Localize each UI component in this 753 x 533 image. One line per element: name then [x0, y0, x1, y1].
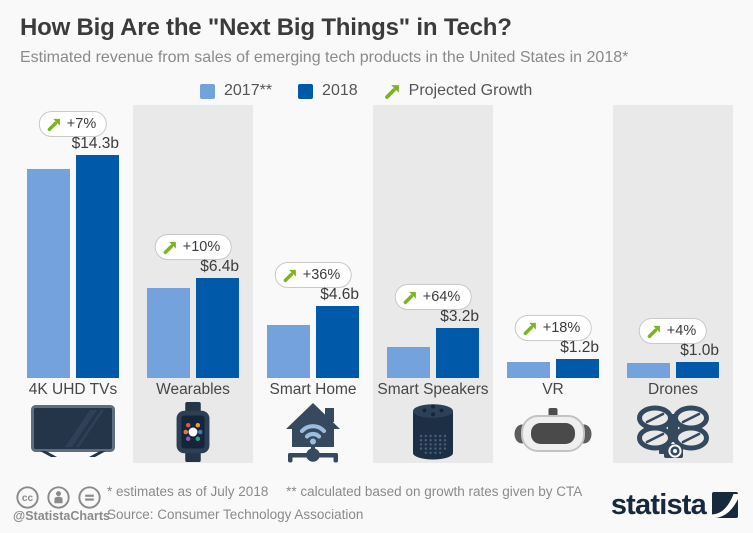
growth-value: +7%	[66, 116, 97, 132]
category-icon-wrap	[253, 402, 373, 463]
bar-2018	[556, 359, 599, 378]
license-icons: cc	[16, 486, 101, 509]
bar-2017	[507, 362, 550, 378]
chart-column-smart-home: +36% $4.6b Smart Home	[253, 105, 373, 463]
category-label: Smart Speakers	[377, 381, 489, 398]
growth-badge: +18%	[514, 315, 592, 341]
legend-label-2018: 2018	[322, 82, 358, 99]
bar-2017	[627, 363, 670, 378]
chart-column-vr: +18% $1.2b VR	[493, 105, 613, 463]
footnotes: * estimates as of July 2018 ** calculate…	[107, 484, 582, 499]
statista-logo: statista	[610, 489, 738, 521]
bar-2018	[196, 278, 239, 378]
statista-wordmark: statista	[610, 489, 707, 521]
smart-speaker-icon	[413, 404, 453, 460]
category-label: Wearables	[156, 381, 230, 398]
legend-swatch-2018	[298, 83, 314, 99]
bar-2018	[76, 155, 119, 378]
drone-icon	[637, 405, 709, 458]
legend: 2017** 2018 Projected Growth	[200, 82, 558, 100]
category-label: Smart Home	[269, 381, 357, 398]
legend-item-2018: 2018	[298, 82, 358, 100]
footnote-cta: ** calculated based on growth rates give…	[286, 484, 583, 499]
growth-value: +36%	[302, 267, 341, 283]
growth-arrow-icon	[283, 269, 296, 282]
smartwatch-icon	[176, 402, 210, 462]
growth-value: +64%	[422, 289, 461, 305]
value-label: $14.3b	[71, 135, 119, 152]
category-icon-wrap	[493, 402, 613, 462]
chart-column-drones: +4% $1.0b Drones	[613, 105, 733, 463]
growth-badge: +64%	[394, 284, 472, 310]
growth-arrow-icon	[163, 241, 176, 254]
bar-2017	[387, 347, 430, 378]
value-label: $3.2b	[440, 308, 479, 325]
legend-swatch-2017	[200, 83, 215, 99]
legend-label-2017: 2017**	[224, 82, 273, 99]
value-label: $6.4b	[200, 258, 239, 275]
no-derivatives-icon	[78, 486, 101, 509]
category-icon-wrap	[133, 402, 253, 462]
page-title: How Big Are the "Next Big Things" in Tec…	[20, 14, 512, 41]
category-label: 4K UHD TVs	[28, 381, 118, 398]
growth-value: +18%	[542, 320, 581, 336]
growth-badge: +7%	[38, 111, 108, 137]
growth-badge: +10%	[154, 234, 232, 260]
bar-chart: +7% $14.3b 4K UHD TVs +10% $6.4b	[13, 105, 733, 463]
bar-2017	[267, 325, 310, 378]
category-icon-wrap	[613, 402, 733, 462]
growth-arrow-icon	[523, 322, 536, 335]
statista-logo-mark-icon	[712, 492, 738, 518]
category-icon-wrap	[13, 402, 133, 462]
value-label: $1.0b	[680, 342, 719, 359]
growth-badge: +4%	[638, 318, 708, 344]
bar-2018	[316, 306, 359, 378]
category-label: VR	[542, 381, 564, 398]
bar-2018	[436, 328, 479, 378]
growth-value: +10%	[182, 239, 221, 255]
cc-icon: cc	[16, 486, 39, 509]
legend-label-growth: Projected Growth	[408, 82, 533, 99]
source-line: Source: Consumer Technology Association	[107, 507, 364, 522]
bar-2018	[676, 362, 719, 378]
bar-2017	[27, 169, 70, 378]
page-subtitle: Estimated revenue from sales of emerging…	[20, 49, 629, 66]
chart-column-smart-speakers: +64% $3.2b Smart Speakers	[373, 105, 493, 463]
growth-arrow-icon	[647, 325, 660, 338]
growth-arrow-icon	[47, 118, 60, 131]
category-label: Drones	[648, 381, 698, 398]
smart-home-icon	[286, 403, 340, 463]
chart-column-4k-uhd-tvs: +7% $14.3b 4K UHD TVs	[13, 105, 133, 463]
statista-charts-handle: @StatistaCharts	[13, 509, 110, 523]
value-label: $1.2b	[560, 339, 599, 356]
value-label: $4.6b	[320, 286, 359, 303]
chart-column-wearables: +10% $6.4b Wearables	[133, 105, 253, 463]
growth-arrow-icon	[384, 84, 399, 99]
legend-item-2017: 2017**	[200, 82, 272, 100]
growth-badge: +36%	[274, 262, 352, 288]
legend-item-growth: Projected Growth	[384, 82, 533, 100]
bar-2017	[147, 288, 190, 378]
vr-headset-icon	[514, 408, 592, 452]
growth-value: +4%	[666, 323, 697, 339]
growth-arrow-icon	[403, 291, 416, 304]
category-icon-wrap	[373, 402, 493, 462]
tv-icon	[31, 405, 115, 457]
svg-text:cc: cc	[22, 493, 34, 504]
attribution-icon	[47, 486, 70, 509]
footnote-estimates: * estimates as of July 2018	[107, 484, 269, 499]
